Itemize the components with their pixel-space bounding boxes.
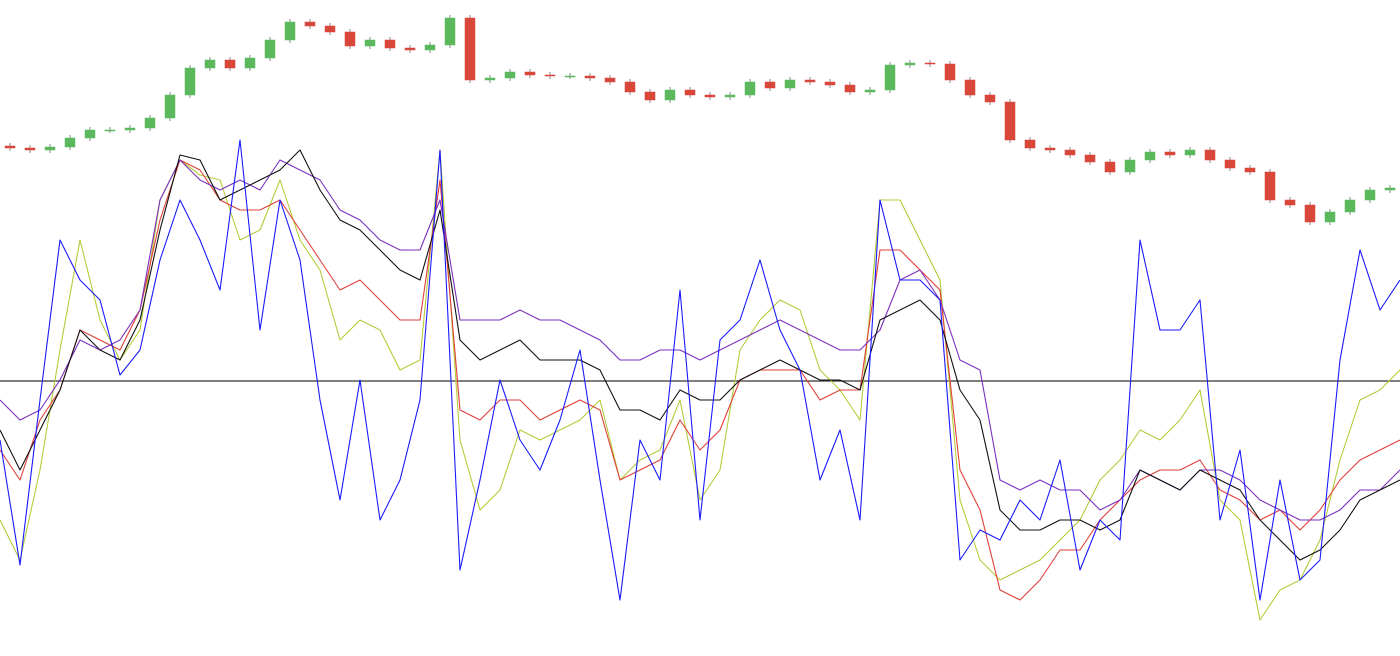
candle-body	[84, 129, 96, 139]
candle-body	[704, 94, 716, 98]
candle-body	[984, 94, 996, 103]
candle-body	[64, 137, 76, 148]
candle-body	[1084, 154, 1096, 163]
candle-body	[864, 89, 876, 93]
candle-body	[1364, 189, 1376, 201]
candle-body	[524, 71, 536, 76]
candle-body	[764, 81, 776, 89]
candle-body	[1124, 159, 1136, 173]
candle-body	[484, 77, 496, 81]
candle-body	[1244, 167, 1256, 173]
candle-body	[964, 79, 976, 96]
candle-body	[504, 71, 516, 79]
candle-body	[684, 89, 696, 96]
candle-body	[244, 57, 256, 69]
candle-body	[204, 59, 216, 69]
candle-body	[1004, 101, 1016, 141]
candle-body	[164, 94, 176, 119]
candle-body	[1224, 159, 1236, 169]
candle-body	[324, 25, 336, 33]
candle-body	[4, 145, 16, 149]
candle-body	[124, 127, 136, 131]
candle-body	[924, 62, 936, 65]
candle-body	[544, 74, 556, 77]
candle-body	[824, 81, 836, 86]
candle-body	[804, 79, 816, 83]
candle-body	[224, 59, 236, 69]
candle-body	[1144, 151, 1156, 161]
candle-body	[1164, 151, 1176, 156]
candle-body	[184, 67, 196, 96]
candle-body	[1104, 161, 1116, 173]
candle-body	[844, 84, 856, 93]
oscillator-line	[0, 139, 1400, 601]
candle-body	[884, 64, 896, 91]
candle-body	[744, 81, 756, 96]
candle-body	[644, 91, 656, 101]
candle-body	[344, 31, 356, 47]
candle-body	[784, 79, 796, 89]
candle-body	[364, 39, 376, 47]
candle-body	[264, 39, 276, 59]
candle-body	[584, 75, 596, 79]
candle-body	[1384, 187, 1396, 191]
candle-body	[724, 94, 736, 98]
candle-body	[144, 117, 156, 129]
candle-body	[24, 147, 36, 151]
candle-body	[104, 129, 116, 132]
candle-body	[1284, 199, 1296, 206]
candle-body	[404, 47, 416, 51]
candle-body	[304, 21, 316, 27]
candle-body	[1304, 204, 1316, 223]
candle-body	[44, 146, 56, 151]
candle-body	[604, 77, 616, 83]
candle-body	[1264, 171, 1276, 201]
oscillator-line	[0, 149, 1400, 621]
candle-body	[1024, 139, 1036, 149]
candle-body	[424, 44, 436, 51]
candle-body	[1044, 147, 1056, 151]
candle-body	[664, 89, 676, 101]
candle-body	[284, 21, 296, 41]
oscillator-line	[0, 159, 1400, 601]
candle-body	[564, 75, 576, 78]
candle-body	[1324, 211, 1336, 223]
candle-body	[624, 81, 636, 93]
candle-body	[944, 63, 956, 81]
candle-body	[384, 39, 396, 49]
candle-body	[1184, 149, 1196, 156]
candle-body	[904, 62, 916, 66]
candle-body	[1204, 149, 1216, 161]
candle-body	[444, 17, 456, 46]
candle-body	[464, 17, 476, 81]
candle-body	[1064, 149, 1076, 156]
candle-body	[1344, 199, 1356, 213]
